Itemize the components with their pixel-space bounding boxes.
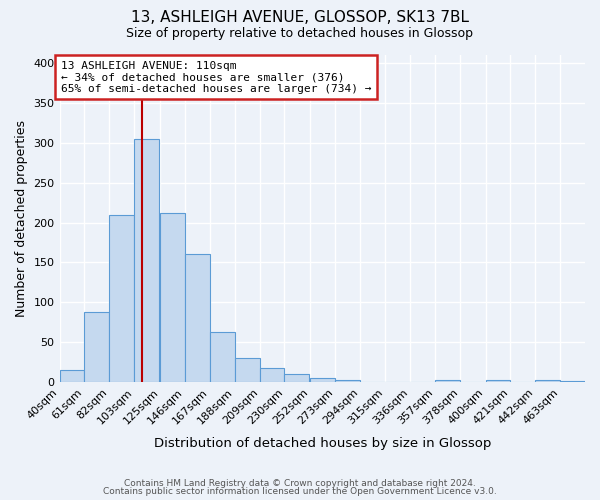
X-axis label: Distribution of detached houses by size in Glossop: Distribution of detached houses by size … xyxy=(154,437,491,450)
Bar xyxy=(210,332,235,382)
Text: Contains HM Land Registry data © Crown copyright and database right 2024.: Contains HM Land Registry data © Crown c… xyxy=(124,478,476,488)
Text: Size of property relative to detached houses in Glossop: Size of property relative to detached ho… xyxy=(127,28,473,40)
Bar xyxy=(335,380,360,382)
Bar xyxy=(185,254,210,382)
Bar xyxy=(109,214,134,382)
Y-axis label: Number of detached properties: Number of detached properties xyxy=(15,120,28,317)
Bar xyxy=(59,370,85,382)
Bar xyxy=(310,378,335,382)
Bar xyxy=(235,358,260,382)
Bar xyxy=(485,380,511,382)
Text: 13 ASHLEIGH AVENUE: 110sqm
← 34% of detached houses are smaller (376)
65% of sem: 13 ASHLEIGH AVENUE: 110sqm ← 34% of deta… xyxy=(61,60,371,94)
Bar xyxy=(535,380,560,382)
Bar xyxy=(85,312,109,382)
Text: Contains public sector information licensed under the Open Government Licence v3: Contains public sector information licen… xyxy=(103,487,497,496)
Bar xyxy=(260,368,284,382)
Bar xyxy=(434,380,460,382)
Bar xyxy=(160,213,185,382)
Text: 13, ASHLEIGH AVENUE, GLOSSOP, SK13 7BL: 13, ASHLEIGH AVENUE, GLOSSOP, SK13 7BL xyxy=(131,10,469,25)
Bar xyxy=(134,139,159,382)
Bar xyxy=(284,374,309,382)
